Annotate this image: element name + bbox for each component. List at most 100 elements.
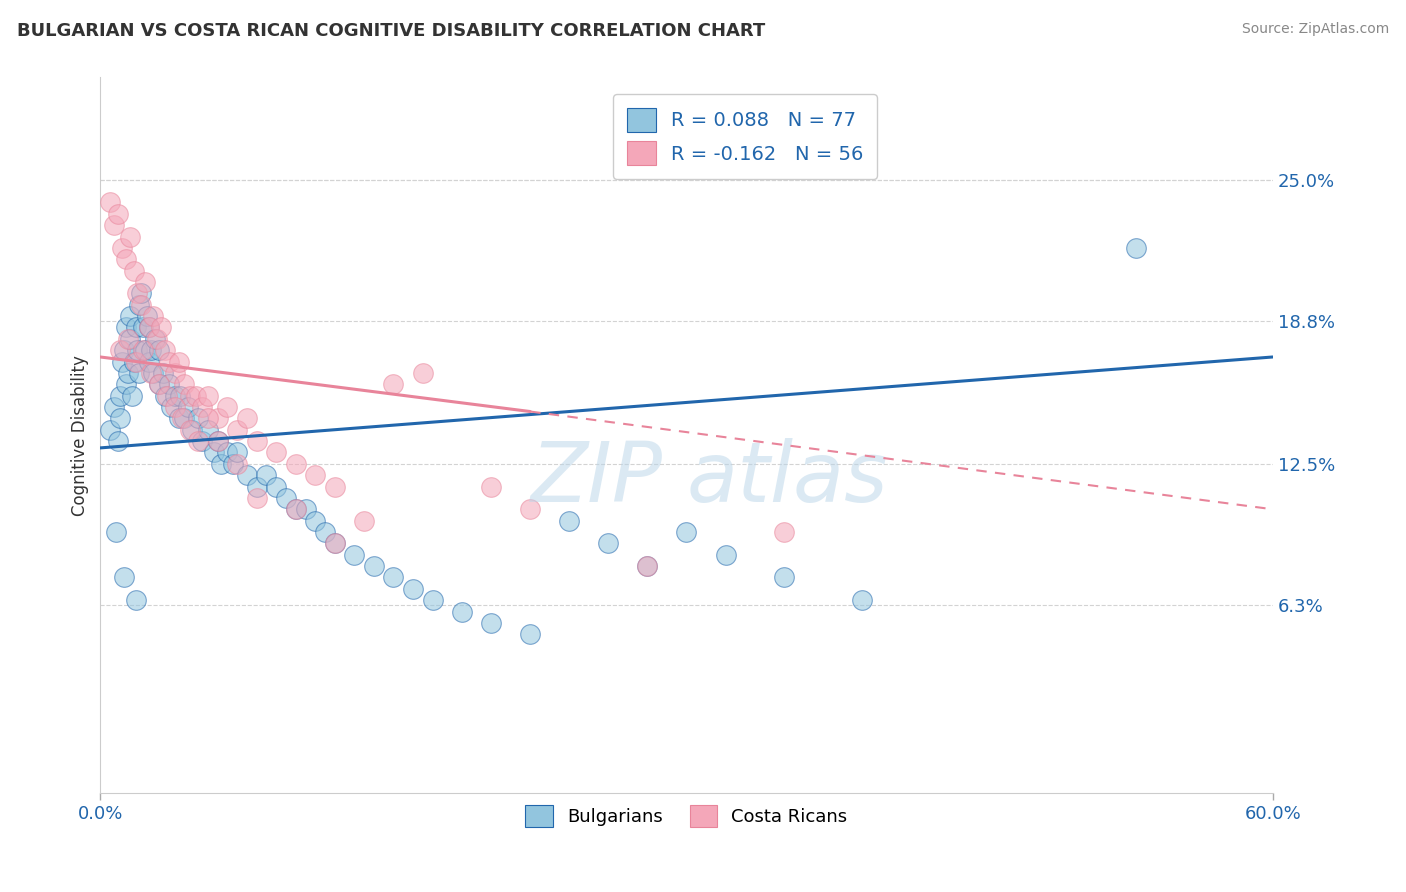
Point bbox=[254, 468, 277, 483]
Point bbox=[117, 366, 139, 380]
Point bbox=[134, 343, 156, 358]
Point bbox=[181, 423, 204, 437]
Point bbox=[148, 343, 170, 358]
Point bbox=[148, 377, 170, 392]
Text: ZIP: ZIP bbox=[531, 438, 664, 519]
Point bbox=[323, 479, 346, 493]
Point bbox=[479, 479, 502, 493]
Point bbox=[1125, 241, 1147, 255]
Point bbox=[422, 593, 444, 607]
Point bbox=[558, 514, 581, 528]
Point bbox=[141, 343, 163, 358]
Point bbox=[128, 366, 150, 380]
Point bbox=[159, 400, 181, 414]
Point bbox=[124, 320, 146, 334]
Point bbox=[191, 434, 214, 448]
Point bbox=[122, 263, 145, 277]
Point bbox=[207, 411, 229, 425]
Point bbox=[141, 366, 163, 380]
Point bbox=[117, 332, 139, 346]
Point bbox=[132, 343, 155, 358]
Point bbox=[114, 252, 136, 267]
Point bbox=[284, 502, 307, 516]
Point bbox=[132, 320, 155, 334]
Point bbox=[363, 559, 385, 574]
Point bbox=[142, 309, 165, 323]
Point bbox=[148, 377, 170, 392]
Legend: Bulgarians, Costa Ricans: Bulgarians, Costa Ricans bbox=[519, 798, 855, 834]
Point bbox=[636, 559, 658, 574]
Point bbox=[226, 423, 249, 437]
Point bbox=[197, 423, 219, 437]
Point bbox=[173, 411, 195, 425]
Point bbox=[211, 457, 233, 471]
Point bbox=[179, 423, 201, 437]
Point bbox=[167, 354, 190, 368]
Point bbox=[98, 195, 121, 210]
Point bbox=[197, 411, 219, 425]
Point bbox=[294, 502, 316, 516]
Point bbox=[163, 400, 186, 414]
Text: Source: ZipAtlas.com: Source: ZipAtlas.com bbox=[1241, 22, 1389, 37]
Point bbox=[153, 343, 176, 358]
Point bbox=[412, 366, 434, 380]
Point bbox=[246, 434, 269, 448]
Point bbox=[107, 207, 129, 221]
Point bbox=[142, 366, 165, 380]
Point bbox=[163, 389, 186, 403]
Point bbox=[236, 411, 259, 425]
Point bbox=[226, 445, 249, 459]
Point bbox=[122, 354, 145, 368]
Point bbox=[207, 434, 229, 448]
Point bbox=[107, 434, 129, 448]
Point bbox=[128, 298, 150, 312]
Point bbox=[402, 582, 425, 596]
Point bbox=[118, 309, 141, 323]
Point bbox=[851, 593, 873, 607]
Point bbox=[124, 354, 146, 368]
Point bbox=[157, 377, 180, 392]
Point bbox=[217, 400, 239, 414]
Point bbox=[146, 332, 169, 346]
Point bbox=[98, 423, 121, 437]
Point bbox=[773, 524, 796, 539]
Point bbox=[172, 411, 194, 425]
Text: BULGARIAN VS COSTA RICAN COGNITIVE DISABILITY CORRELATION CHART: BULGARIAN VS COSTA RICAN COGNITIVE DISAB… bbox=[17, 22, 765, 40]
Point bbox=[177, 400, 200, 414]
Point bbox=[207, 434, 229, 448]
Point bbox=[114, 377, 136, 392]
Point bbox=[167, 411, 190, 425]
Point bbox=[127, 343, 149, 358]
Point bbox=[103, 400, 125, 414]
Point bbox=[111, 354, 134, 368]
Point bbox=[152, 366, 174, 380]
Point bbox=[450, 605, 472, 619]
Point bbox=[157, 354, 180, 368]
Point bbox=[153, 389, 176, 403]
Point bbox=[304, 468, 326, 483]
Point bbox=[149, 320, 172, 334]
Point bbox=[112, 570, 135, 584]
Point bbox=[284, 502, 307, 516]
Point bbox=[114, 320, 136, 334]
Point bbox=[134, 275, 156, 289]
Point bbox=[382, 570, 405, 584]
Point bbox=[236, 468, 259, 483]
Point bbox=[131, 298, 153, 312]
Point bbox=[246, 491, 269, 505]
Point bbox=[264, 445, 287, 459]
Point bbox=[179, 389, 201, 403]
Point bbox=[284, 457, 307, 471]
Point bbox=[226, 457, 249, 471]
Point bbox=[104, 524, 127, 539]
Point bbox=[382, 377, 405, 392]
Point bbox=[184, 389, 207, 403]
Point bbox=[217, 445, 239, 459]
Point bbox=[143, 332, 166, 346]
Point bbox=[138, 354, 160, 368]
Point bbox=[323, 536, 346, 550]
Point bbox=[173, 377, 195, 392]
Point bbox=[714, 548, 737, 562]
Point bbox=[169, 389, 191, 403]
Point bbox=[343, 548, 366, 562]
